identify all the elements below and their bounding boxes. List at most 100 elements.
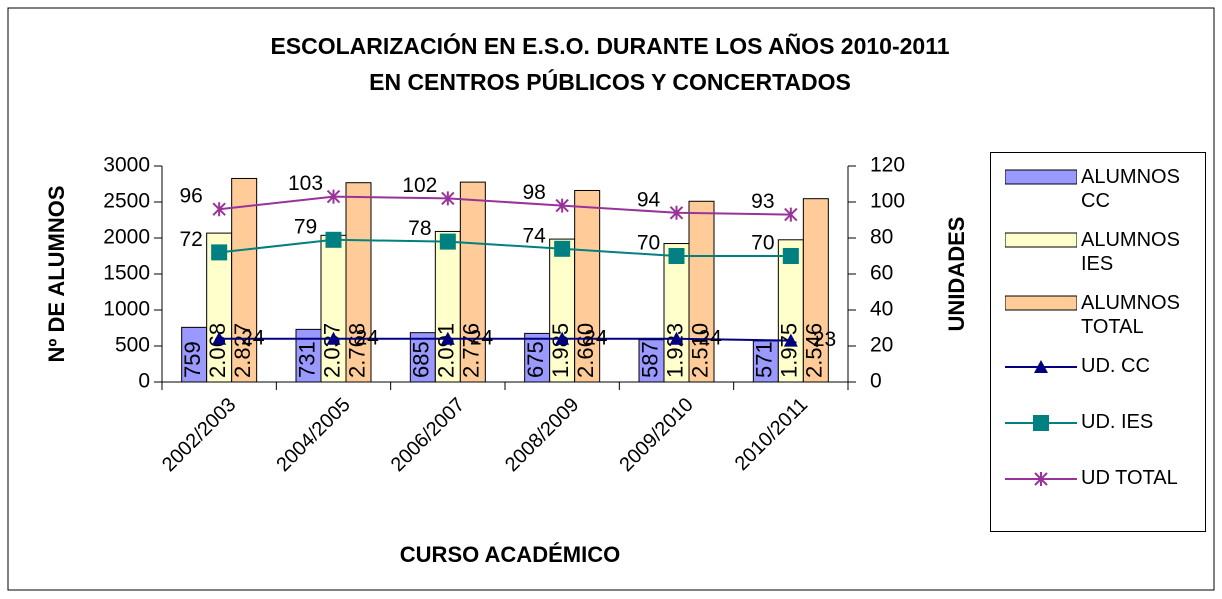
x-tick-label: 2009/2010 — [615, 394, 697, 476]
line-value-label: 103 — [288, 172, 323, 195]
legend-swatch-box — [1005, 232, 1077, 248]
y-tick-label: 2500 — [103, 190, 150, 213]
bar-value-label: 1.985 — [548, 323, 573, 378]
line-marker — [211, 244, 228, 261]
legend-swatch-box — [1005, 169, 1077, 185]
legend-swatch — [1005, 169, 1077, 185]
line-value-label: 24 — [584, 326, 608, 349]
bar-value-label: 2.776 — [459, 323, 484, 378]
bar-value-label: 571 — [752, 341, 777, 378]
line-value-label: 24 — [241, 326, 265, 349]
bar-value-label: 2.510 — [687, 323, 712, 378]
bar-value-label: 2.091 — [434, 323, 459, 378]
legend-swatch — [1005, 360, 1077, 373]
bar — [663, 243, 690, 383]
y-tick-label: 1500 — [103, 262, 150, 285]
legend-item: ALUMNOS TOTAL — [1005, 291, 1191, 339]
line-marker — [212, 202, 226, 217]
legend-item: ALUMNOS CC — [1005, 165, 1191, 213]
line-marker — [668, 248, 685, 264]
line-marker — [440, 331, 455, 345]
legend-swatch — [1005, 472, 1077, 486]
legend-item: UD. CC — [1005, 354, 1191, 378]
y2-tick-label: 0 — [870, 370, 882, 393]
chart-title: ESCOLARIZACIÓN EN E.S.O. DURANTE LOS AÑO… — [270, 32, 949, 59]
line-marker — [555, 198, 569, 213]
bar — [574, 189, 601, 383]
legend-swatch-box — [1005, 295, 1077, 311]
line — [219, 337, 791, 342]
bar — [181, 326, 208, 383]
bar — [688, 200, 715, 383]
line-marker — [441, 191, 455, 206]
line-value-label: 96 — [179, 185, 202, 208]
line-value-label: 102 — [402, 174, 437, 197]
legend-marker — [1033, 415, 1049, 431]
line-marker — [782, 248, 799, 264]
legend-label: UD TOTAL — [1081, 467, 1178, 489]
legend-swatch — [1005, 415, 1077, 431]
line-value-label: 23 — [813, 328, 836, 351]
line-value-label: 24 — [356, 326, 380, 349]
x-axis-title: CURSO ACADÉMICO — [400, 542, 620, 567]
legend-marker — [1034, 360, 1048, 373]
bar — [409, 332, 436, 383]
y-axis-title: Nº DE ALUMNOS — [44, 185, 69, 362]
chart-frame — [7, 7, 1215, 591]
bar — [459, 181, 486, 383]
line — [219, 238, 791, 257]
line-marker — [326, 189, 341, 204]
line-value-label: 78 — [408, 217, 431, 240]
bar-value-label: 731 — [294, 341, 319, 378]
y2-tick-label: 100 — [870, 190, 905, 213]
line-marker — [555, 331, 570, 345]
y-tick-label: 500 — [115, 334, 150, 357]
bar-value-label: 2.660 — [573, 323, 598, 378]
bar-value-label: 2.068 — [205, 323, 230, 378]
line-marker — [669, 205, 684, 220]
line — [219, 195, 791, 216]
line-value-label: 24 — [699, 326, 723, 349]
y2-tick-label: 120 — [870, 154, 905, 177]
line-value-label: 24 — [470, 326, 494, 349]
line-marker — [326, 331, 341, 345]
line-marker — [554, 240, 571, 257]
line-marker — [784, 207, 798, 222]
legend-item: UD TOTAL — [1005, 466, 1191, 490]
legend-label: ALUMNOS TOTAL — [1081, 292, 1180, 338]
legend-item: UD. IES — [1005, 410, 1191, 434]
line-value-label: 70 — [751, 232, 774, 255]
legend-label: UD. IES — [1081, 411, 1154, 433]
bar-value-label: 759 — [180, 341, 205, 378]
chart-title: EN CENTROS PÚBLICOS Y CONCERTADOS — [369, 68, 851, 95]
bar — [345, 182, 372, 383]
bar-value-label: 2.546 — [802, 323, 827, 378]
bar-value-label: 675 — [523, 341, 548, 378]
bar-value-label: 1.975 — [777, 323, 802, 378]
line-value-label: 70 — [637, 232, 660, 255]
x-tick-label: 2006/2007 — [387, 394, 469, 476]
y2-tick-label: 80 — [870, 226, 893, 249]
legend-marker — [1034, 472, 1048, 486]
legend-swatch — [1005, 232, 1077, 248]
line-marker — [325, 231, 342, 248]
line-value-label: 79 — [294, 215, 317, 238]
legend-label: ALUMNOS IES — [1081, 229, 1180, 275]
bar — [231, 177, 258, 383]
line-marker — [669, 331, 684, 345]
bar — [434, 230, 461, 383]
line-marker — [783, 333, 798, 347]
y2-tick-label: 20 — [870, 334, 893, 357]
y2-axis-title: UNIDADES — [944, 217, 969, 332]
bar-value-label: 2.827 — [230, 323, 255, 378]
x-tick-label: 2008/2009 — [501, 394, 583, 476]
bar-value-label: 587 — [637, 341, 662, 378]
bar-value-label: 685 — [409, 341, 434, 378]
legend: ALUMNOS CC ALUMNOS IES ALUMNOS TOTAL UD. CC… — [990, 152, 1206, 532]
legend-label: ALUMNOS CC — [1081, 166, 1180, 212]
y2-tick-label: 60 — [870, 262, 893, 285]
y-tick-label: 1000 — [103, 298, 150, 321]
line-value-label: 98 — [522, 181, 545, 204]
